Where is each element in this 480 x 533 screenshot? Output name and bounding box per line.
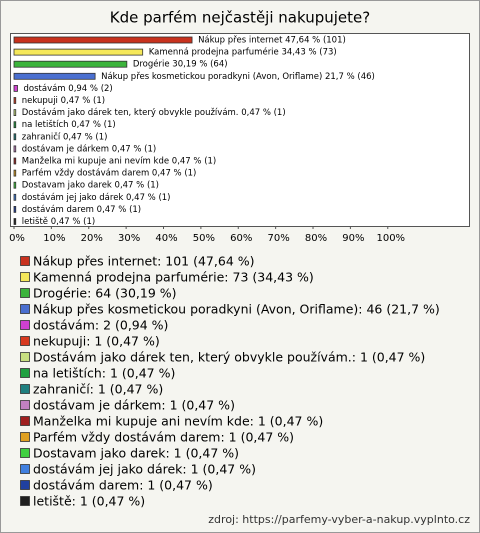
bar <box>13 181 17 189</box>
legend-label: na letištích: 1 (0,47 %) <box>33 366 175 381</box>
legend-swatch <box>20 352 30 362</box>
legend-label: dostávám darem: 1 (0,47 %) <box>33 478 213 493</box>
bar <box>13 169 17 177</box>
bar-label: Parfém vždy dostávám darem 0,47 % (1) <box>22 168 197 179</box>
bar-label: letiště 0,47 % (1) <box>22 216 95 227</box>
legend-label: Parfém vždy dostávám darem: 1 (0,47 %) <box>33 430 294 445</box>
legend-swatch <box>20 320 30 330</box>
bar <box>13 72 96 80</box>
bar <box>13 85 18 92</box>
chart-title: Kde parfém nejčastěji nakupujete? <box>110 9 370 27</box>
legend-swatch <box>20 256 30 266</box>
legend-label: Dostavam jako darek: 1 (0,47 %) <box>33 446 239 461</box>
bar-label: zahraničí 0,47 % (1) <box>22 131 108 142</box>
legend-label: dostávám jej jako dárek: 1 (0,47 %) <box>33 462 256 477</box>
bar-label: Manželka mi kupuje ani nevím kde 0,47 % … <box>22 157 216 167</box>
legend-label: dostávám: 2 (0,94 %) <box>33 318 168 333</box>
legend-label: nekupuji: 1 (0,47 %) <box>33 334 160 349</box>
legend-swatch <box>20 496 30 506</box>
bar <box>13 218 17 225</box>
x-tick-label: 80% <box>305 233 327 244</box>
x-tick-label: 70% <box>268 233 290 244</box>
x-tick-label: 90% <box>342 233 364 244</box>
legend-label: Dostávám jako dárek ten, který obvykle p… <box>33 350 425 365</box>
legend-swatch <box>20 400 30 410</box>
bar-label: Kamenná prodejna parfumérie 34,43 % (73) <box>149 47 337 58</box>
legend-swatch <box>20 336 30 346</box>
bar-label: Nákup přes kosmetickou poradkyni (Avon, … <box>101 72 375 82</box>
legend-swatch <box>20 272 30 282</box>
bar <box>13 157 17 165</box>
bar-label: dostávam je dárkem 0,47 % (1) <box>22 144 156 154</box>
x-tick-label: 100% <box>376 233 405 244</box>
x-tick-label: 20% <box>81 233 103 244</box>
source: zdroj: https://parfemy-vyber-a-nakup.vyp… <box>208 513 470 526</box>
bar-label: Drogérie 30,19 % (64) <box>133 59 228 70</box>
legend-swatch <box>20 304 30 314</box>
bar-label: dostávám 0,94 % (2) <box>24 84 113 94</box>
x-tick-label: 30% <box>118 233 140 244</box>
bar-label: dostávám darem 0,47 % (1) <box>22 205 141 215</box>
bar-label: Nákup přes internet 47,64 % (101) <box>198 36 346 46</box>
bar <box>13 109 17 116</box>
legend-label: Manželka mi kupuje ani nevím kde: 1 (0,4… <box>33 414 323 429</box>
legend-swatch <box>20 480 30 490</box>
legend-swatch <box>20 384 30 394</box>
bar <box>13 193 17 201</box>
bar-label: na letištích 0,47 % (1) <box>22 119 116 130</box>
legend-swatch <box>20 368 30 378</box>
bar <box>13 121 17 129</box>
legend-swatch <box>20 432 30 442</box>
x-tick-label: 40% <box>155 233 177 244</box>
legend-label: zahraničí: 1 (0,47 %) <box>33 382 163 397</box>
bar-label: nekupuji 0,47 % (1) <box>22 96 105 106</box>
legend-swatch <box>20 288 30 298</box>
bar-label: Dostavam jako darek 0,47 % (1) <box>22 181 159 191</box>
legend-label: Kamenná prodejna parfumérie: 73 (34,43 %… <box>33 270 314 285</box>
legend-label: dostávam je dárkem: 1 (0,47 %) <box>33 398 235 413</box>
legend-swatch <box>20 448 30 458</box>
bar-label: Dostávám jako dárek ten, který obvykle p… <box>22 108 286 118</box>
legend-swatch <box>20 464 30 474</box>
bar <box>13 48 144 56</box>
x-tick-label: 50% <box>193 233 215 244</box>
bar <box>13 97 17 104</box>
legend-swatch <box>20 416 30 426</box>
legend-label: Drogérie: 64 (30,19 %) <box>33 286 177 301</box>
x-tick-label: 60% <box>230 233 252 244</box>
bar <box>13 145 17 153</box>
legend-label: Nákup přes kosmetickou poradkyni (Avon, … <box>33 302 440 317</box>
legend-label: letiště: 1 (0,47 %) <box>33 494 145 509</box>
bar <box>13 205 17 213</box>
x-tick-label: 0% <box>9 233 25 244</box>
x-tick-label: 10% <box>43 233 65 244</box>
bar-label: dostávám jej jako dárek 0,47 % (1) <box>22 193 171 203</box>
legend-label: Nákup přes internet: 101 (47,64 %) <box>33 254 255 269</box>
bar <box>13 36 193 44</box>
bar <box>13 60 128 68</box>
bar <box>13 133 17 141</box>
